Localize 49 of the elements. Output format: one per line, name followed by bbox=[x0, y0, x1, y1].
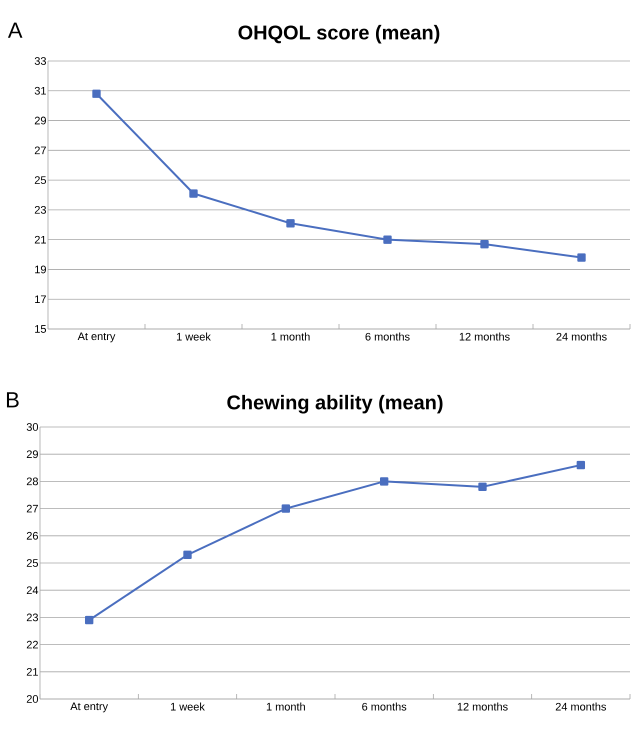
y-tick-label: 15 bbox=[35, 325, 46, 333]
y-tick-label: 29 bbox=[26, 450, 38, 458]
y-tick-label: 23 bbox=[34, 206, 46, 214]
point bbox=[282, 504, 290, 513]
x-tick-label: At entry bbox=[78, 332, 116, 342]
point bbox=[478, 482, 487, 492]
point bbox=[380, 477, 388, 486]
point bbox=[577, 253, 586, 262]
y-tick-label: 30 bbox=[26, 423, 38, 431]
y-tick-label: 17 bbox=[35, 295, 46, 303]
y-tick-label: 24 bbox=[26, 586, 38, 594]
point bbox=[84, 616, 94, 624]
x-tick-label: 12 months bbox=[460, 332, 510, 341]
y-tick-label: 20 bbox=[26, 695, 38, 703]
point bbox=[576, 460, 586, 470]
y-tick-label: 28 bbox=[26, 478, 38, 486]
x-tick-label: 6 months bbox=[366, 332, 410, 341]
x-tick-label: 1 week bbox=[170, 702, 205, 711]
y-tick-label: 19 bbox=[35, 266, 46, 274]
text: B bbox=[6, 392, 19, 408]
y-tick-label: 31 bbox=[34, 86, 46, 95]
x-tick-label: 6 months bbox=[362, 702, 406, 711]
point bbox=[189, 189, 198, 198]
y-tick-label: 21 bbox=[34, 236, 46, 244]
y-tick-label: 21 bbox=[26, 668, 38, 676]
x-tick-label: 1 month bbox=[266, 702, 305, 711]
point bbox=[383, 235, 392, 244]
x-tick-label: 24 months bbox=[556, 332, 607, 341]
x-tick-label: 1 week bbox=[176, 332, 211, 341]
y-tick-label: 25 bbox=[34, 176, 46, 184]
y-tick-label: 29 bbox=[34, 116, 46, 124]
y-tick-label: 25 bbox=[26, 559, 38, 567]
chart-title: Chewing ability (mean) bbox=[227, 394, 442, 414]
y-tick-label: 27 bbox=[26, 504, 38, 512]
point bbox=[183, 550, 192, 560]
x-tick-label: 24 months bbox=[556, 702, 606, 711]
x-tick-label: 1 month bbox=[272, 332, 310, 341]
y-tick-label: 27 bbox=[34, 146, 46, 154]
chart-title: OHQOL score (mean) bbox=[238, 24, 440, 44]
point bbox=[480, 240, 489, 248]
text: A bbox=[8, 22, 22, 38]
y-tick-label: 33 bbox=[34, 57, 46, 65]
y-tick-label: 26 bbox=[26, 532, 38, 540]
x-tick-label: At entry bbox=[70, 702, 108, 712]
point bbox=[92, 90, 101, 98]
x-tick-label: 12 months bbox=[458, 702, 508, 711]
point bbox=[286, 219, 295, 228]
y-tick-label: 23 bbox=[26, 614, 38, 622]
y-tick-label: 22 bbox=[26, 640, 38, 648]
